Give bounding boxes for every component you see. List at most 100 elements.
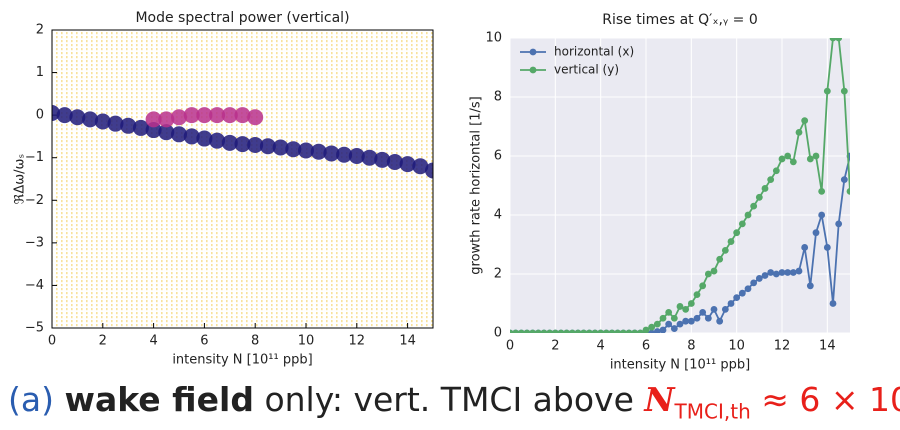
- point: [789, 269, 797, 276]
- point: [648, 329, 656, 333]
- point: [636, 329, 644, 333]
- point: [806, 155, 814, 163]
- point: [676, 320, 684, 328]
- caption-subscript: TMCI,th: [674, 399, 751, 424]
- point: [568, 329, 576, 333]
- point: [721, 247, 729, 254]
- y-tick-label: −4: [25, 278, 44, 293]
- point: [829, 300, 837, 307]
- point: [659, 326, 667, 333]
- y-tick-label: −2: [25, 193, 44, 208]
- point: [183, 107, 200, 124]
- point: [738, 220, 746, 228]
- point: [812, 229, 820, 237]
- point: [823, 87, 831, 95]
- point: [812, 152, 820, 160]
- point: [767, 176, 775, 184]
- point: [94, 113, 111, 130]
- point: [818, 211, 826, 219]
- x-tick-label: 8: [687, 339, 695, 354]
- y-tick-label: −5: [25, 321, 44, 336]
- x-tick-label: 4: [597, 339, 605, 354]
- point: [361, 149, 378, 166]
- point: [704, 270, 712, 278]
- x-tick-label: 14: [819, 339, 836, 354]
- point: [772, 270, 780, 278]
- point: [699, 308, 707, 316]
- point: [374, 151, 391, 168]
- plot-area: [510, 38, 850, 333]
- point: [648, 323, 656, 331]
- point: [310, 143, 327, 160]
- point: [614, 329, 622, 333]
- point: [653, 320, 661, 328]
- point: [298, 142, 314, 159]
- y-tick-label: 0: [494, 326, 502, 341]
- point: [738, 289, 746, 297]
- point: [733, 294, 741, 301]
- point: [795, 267, 803, 275]
- y-tick-label: 2: [494, 267, 502, 282]
- point: [682, 306, 690, 313]
- point: [551, 329, 559, 333]
- x-tick-label: 12: [349, 334, 366, 349]
- y-tick-label: 0: [36, 108, 44, 123]
- point: [158, 124, 175, 141]
- x-tick-label: 2: [99, 334, 107, 349]
- x-axis-label: intensity N [10¹¹ ppb]: [610, 358, 750, 373]
- point: [399, 156, 416, 173]
- point: [580, 329, 588, 333]
- x-tick-label: 14: [399, 334, 416, 349]
- point: [512, 329, 520, 333]
- point: [69, 109, 86, 126]
- point: [591, 329, 599, 333]
- point: [625, 329, 633, 333]
- x-axis-label: intensity N [10¹¹ ppb]: [172, 353, 312, 368]
- point: [727, 300, 735, 307]
- point: [209, 107, 226, 124]
- point: [750, 279, 758, 287]
- point: [716, 317, 724, 325]
- caption: (a) wake field only: vert. TMCI above NT…: [8, 380, 900, 424]
- caption-approx: ≈ 6 × 10: [761, 380, 900, 419]
- point: [784, 152, 792, 160]
- chart-title: Mode spectral power (vertical): [135, 10, 349, 26]
- point: [597, 329, 605, 333]
- point: [285, 141, 302, 158]
- x-tick-label: 10: [728, 339, 745, 354]
- point: [196, 130, 213, 147]
- x-tick-label: 2: [551, 339, 559, 354]
- legend-label: horizontal (x): [554, 45, 634, 59]
- point: [665, 308, 673, 316]
- point: [767, 269, 775, 276]
- point: [585, 329, 593, 333]
- y-tick-label: −3: [25, 235, 44, 250]
- point: [823, 244, 831, 251]
- point: [557, 329, 565, 333]
- point: [784, 269, 792, 276]
- x-tick-label: 10: [298, 334, 315, 349]
- point: [234, 107, 251, 124]
- point: [704, 314, 712, 322]
- point: [789, 158, 797, 166]
- point: [670, 325, 678, 332]
- point: [619, 329, 627, 333]
- point: [563, 329, 571, 333]
- plot-frame: [51, 29, 434, 329]
- point: [171, 126, 187, 143]
- point: [517, 329, 525, 333]
- caption-text: only: vert. TMCI above: [264, 380, 634, 419]
- plot-marks: [52, 105, 433, 179]
- point: [665, 320, 673, 328]
- point: [840, 87, 848, 95]
- point: [247, 136, 264, 153]
- point: [727, 238, 735, 245]
- x-tick-label: 12: [774, 339, 791, 354]
- x-tick-label: 0: [48, 334, 56, 349]
- point: [755, 193, 763, 201]
- x-tick-label: 8: [251, 334, 259, 349]
- y-axis-label: growth rate horizontal [1/s]: [469, 96, 484, 274]
- caption-formula: NTMCI,th ≈ 6 × 1011: [644, 380, 900, 424]
- point: [687, 317, 695, 325]
- point: [806, 282, 814, 290]
